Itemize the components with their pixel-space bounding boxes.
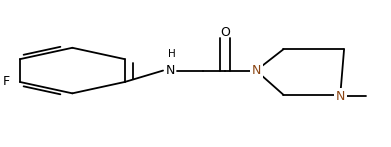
Text: N: N [335, 90, 345, 103]
Text: N: N [251, 64, 261, 77]
Text: H: H [168, 49, 176, 59]
Text: O: O [220, 26, 230, 39]
Text: N: N [165, 64, 175, 77]
Text: F: F [3, 75, 10, 88]
